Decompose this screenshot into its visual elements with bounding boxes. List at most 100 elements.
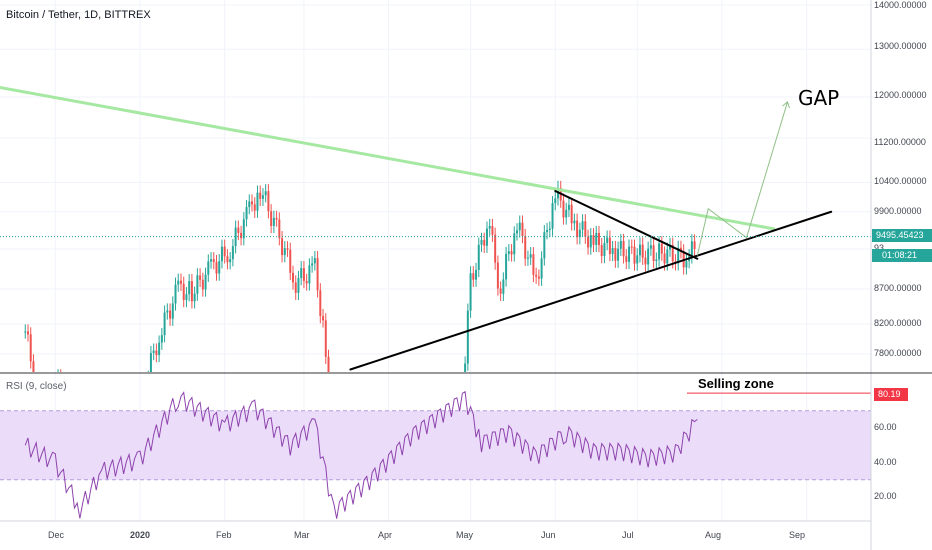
rsi-line [24,390,698,519]
rsi-layer [0,390,871,519]
candle-body [652,245,655,262]
rsi-y-tick-label: 60.00 [874,422,897,432]
candle-body [499,288,502,294]
x-tick-label: Mar [294,530,310,540]
candle-body [581,221,584,230]
candle-body [622,241,625,257]
candle-body [201,279,204,290]
candle-body [505,253,508,280]
y-tick-label: 8200.00000 [874,318,922,328]
candle-body [551,203,554,229]
candle-body [584,221,587,237]
candle-body [322,316,325,321]
candle-body [160,335,163,343]
projection-arrowhead [782,101,790,109]
candle-body [223,246,226,257]
candle-body [693,241,696,250]
candle-body [291,272,294,283]
candle-body [516,230,519,234]
candle-body [529,254,532,258]
rsi-level-badge: 80.19 [874,388,908,401]
candle-body [240,232,243,239]
candle-body [603,243,606,257]
candle-body [502,279,505,294]
candle-body [218,261,221,274]
candle-body [169,310,172,319]
candles-layer [24,180,696,372]
candle-body [300,268,303,279]
candle-body [524,235,527,259]
candle-body [313,258,316,264]
candle-body [242,219,245,239]
candle-body [193,293,196,302]
candle-body [316,258,319,291]
candle-body [669,244,672,250]
y-tick-label: 12000.00000 [874,90,927,100]
x-tick-label: Feb [216,530,232,540]
candle-body [319,290,322,317]
candle-body [540,258,543,279]
candle-body [633,246,636,264]
candle-body [611,248,614,254]
candle-body [510,251,513,255]
candle-body [267,191,270,212]
candle-body [617,248,620,261]
candle-body [638,244,641,256]
rsi-title: RSI (9, close) [6,381,67,392]
candle-body [543,232,546,259]
candle-body [554,198,557,204]
candle-body [171,303,174,319]
candle-body [179,280,182,284]
drawings-layer [0,85,871,371]
triangle-upper-line [554,190,699,260]
candle-body [483,239,486,246]
candle-body [226,256,229,263]
candle-body [308,265,311,284]
candle-body [152,350,155,353]
support-trendline [349,210,833,371]
candle-body [163,312,166,336]
candle-body [231,246,234,260]
candle-body [245,207,248,220]
candle-body [270,211,273,226]
candle-body [324,320,327,357]
candle-body [649,245,652,249]
candle-body [565,209,568,218]
candle-body [199,275,202,280]
candle-body [595,232,598,245]
candle-body [655,259,658,262]
candle-body [480,239,483,245]
candle-body [234,227,237,247]
candle-body [666,249,669,264]
candle-body [475,269,478,280]
candle-body [302,268,305,281]
candle-body [158,342,161,355]
candle-body [521,222,524,236]
candle-body [278,219,281,239]
candle-body [537,276,540,279]
candle-body [256,192,259,211]
candle-body [24,331,27,333]
candle-body [685,261,688,268]
candle-body [677,247,680,264]
candle-body [472,273,475,280]
y-tick-label: 13000.00000 [874,41,927,51]
candle-body [562,200,565,218]
candle-body [149,352,152,372]
candle-body [466,310,469,364]
x-tick-label: Apr [378,530,393,540]
candle-body [220,246,223,262]
candle-body [215,262,218,274]
candle-body [188,281,191,295]
candle-body [644,257,647,265]
candle-body [518,222,521,231]
gap-annotation: GAP [798,86,840,110]
y-tick-label: 10400.00000 [874,176,927,186]
candle-body [237,227,240,233]
x-tick-label: Jul [622,530,634,540]
candle-body [658,243,661,260]
candle-body [614,248,617,261]
x-tick-label: May [456,530,474,540]
candle-body [26,331,29,335]
